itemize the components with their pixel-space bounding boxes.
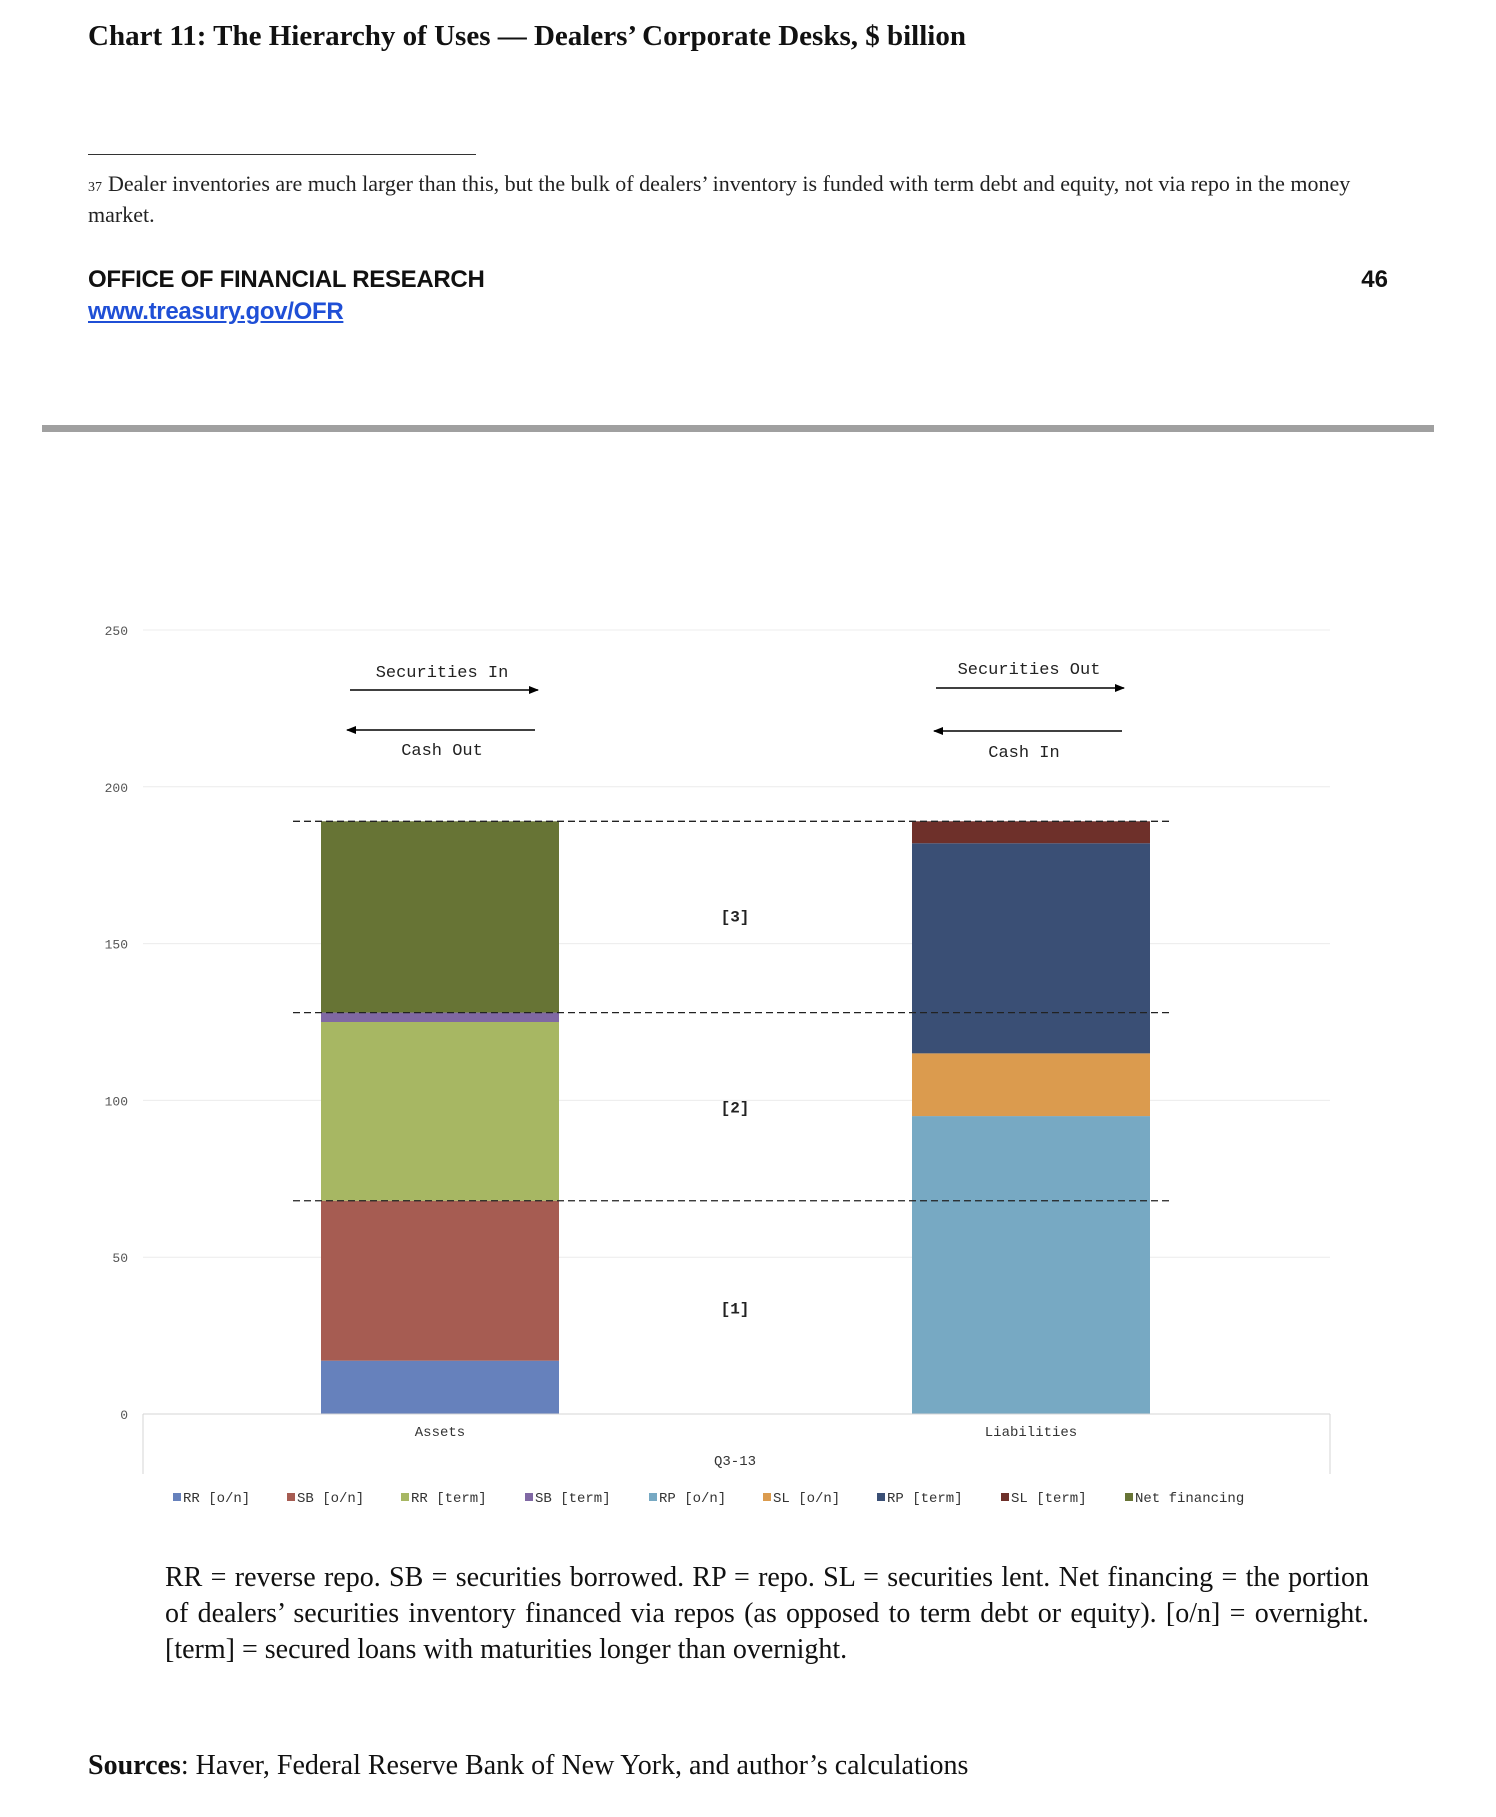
flow-annotations: Securities In Cash Out Securities Out Cash … — [346, 661, 1125, 763]
x-category-label: Assets — [415, 1425, 465, 1441]
x-axis: Assets Liabilities Q3-13 — [142, 1413, 1331, 1474]
legend-label-net-financing: Net financing — [1135, 1491, 1244, 1507]
legend-label-rp-term: RP [term] — [887, 1491, 963, 1507]
x-category-label: Liabilities — [985, 1425, 1077, 1441]
bar-segment-assets-sb-o-n — [321, 1200, 559, 1361]
bar-segment-liabilities-sl-term — [912, 821, 1150, 844]
zone-labels: [1] [2] [3] — [721, 908, 750, 1318]
y-tick-label: 150 — [105, 938, 128, 953]
bar-segment-liabilities-rp-o-n — [912, 1116, 1150, 1414]
legend-swatch-net-financing — [1125, 1493, 1133, 1501]
y-tick-label: 0 — [120, 1408, 128, 1423]
zone-label: [1] — [721, 1300, 750, 1318]
footnote-text: Dealer inventories are much larger than … — [88, 171, 1351, 227]
legend-label-rr-o-n: RR [o/n] — [183, 1491, 250, 1507]
legend-label-rr-term: RR [term] — [411, 1491, 487, 1507]
annotation-securities-out: Securities Out — [958, 661, 1101, 680]
legend-swatch-rp-term — [877, 1493, 885, 1501]
legend-label-sb-o-n: SB [o/n] — [297, 1491, 364, 1507]
bar-segment-liabilities-rp-term — [912, 843, 1150, 1054]
footnote: 37 Dealer inventories are much larger tha… — [88, 168, 1388, 230]
legend-label-sl-term: SL [term] — [1011, 1491, 1087, 1507]
x-axis-label: Q3-13 — [714, 1454, 756, 1470]
legend-swatch-rp-o-n — [649, 1493, 657, 1501]
stacked-bar-chart: 0 50 100 150 200 250 [1] [2] [3] Securities In C… — [105, 624, 1331, 1507]
chart-notes: RR = reverse repo. SB = securities borro… — [165, 1562, 1369, 1665]
sources-label: Sources — [88, 1750, 181, 1781]
y-tick-label: 250 — [105, 624, 128, 639]
zone-label: [2] — [721, 1100, 750, 1118]
y-tick-label: 50 — [112, 1251, 128, 1266]
legend-swatch-rr-term — [401, 1493, 409, 1501]
bar-segment-assets-sb-term — [321, 1012, 559, 1022]
footnote-number: 37 — [88, 180, 102, 195]
sources-text: : Haver, Federal Reserve Bank of New Yor… — [180, 1750, 969, 1781]
bar-segment-assets-net-financing — [321, 821, 559, 1013]
legend-swatch-sb-o-n — [287, 1493, 295, 1501]
annotation-securities-in: Securities In — [376, 664, 509, 683]
legend-swatch-sb-term — [525, 1493, 533, 1501]
bar-segment-assets-rr-o-n — [321, 1360, 559, 1414]
legend: RR [o/n] SB [o/n] RR [term] SB [term] RP [o/… — [173, 1491, 1244, 1507]
y-tick-label: 200 — [105, 781, 128, 796]
legend-label-sl-o-n: SL [o/n] — [773, 1491, 840, 1507]
office-name: OFFICE OF FINANCIAL RESEARCH — [88, 266, 485, 293]
y-axis-tick-labels: 0 50 100 150 200 250 — [105, 624, 128, 1423]
annotation-cash-in: Cash In — [988, 744, 1059, 763]
chart-title: Chart 11: The Hierarchy of Uses — Dealer… — [88, 20, 966, 52]
footnote-divider — [88, 154, 476, 155]
legend-swatch-sl-term — [1001, 1493, 1009, 1501]
page-number: 46 — [1361, 266, 1388, 293]
legend-swatch-sl-o-n — [763, 1493, 771, 1501]
office-url-link[interactable]: www.treasury.gov/OFR — [88, 298, 344, 325]
legend-label-rp-o-n: RP [o/n] — [659, 1491, 726, 1507]
page-separator — [42, 425, 1434, 432]
legend-swatch-rr-o-n — [173, 1493, 181, 1501]
bar-segment-assets-rr-term — [321, 1022, 559, 1201]
bar-segment-liabilities-sl-o-n — [912, 1053, 1150, 1117]
annotation-cash-out: Cash Out — [401, 742, 483, 761]
bars — [321, 821, 1150, 1414]
sources-line: Sources: Haver, Federal Reserve Bank of … — [88, 1750, 968, 1782]
zone-label: [3] — [721, 908, 750, 926]
y-tick-label: 100 — [105, 1094, 128, 1109]
legend-label-sb-term: SB [term] — [535, 1491, 611, 1507]
reference-lines — [293, 820, 1172, 1202]
